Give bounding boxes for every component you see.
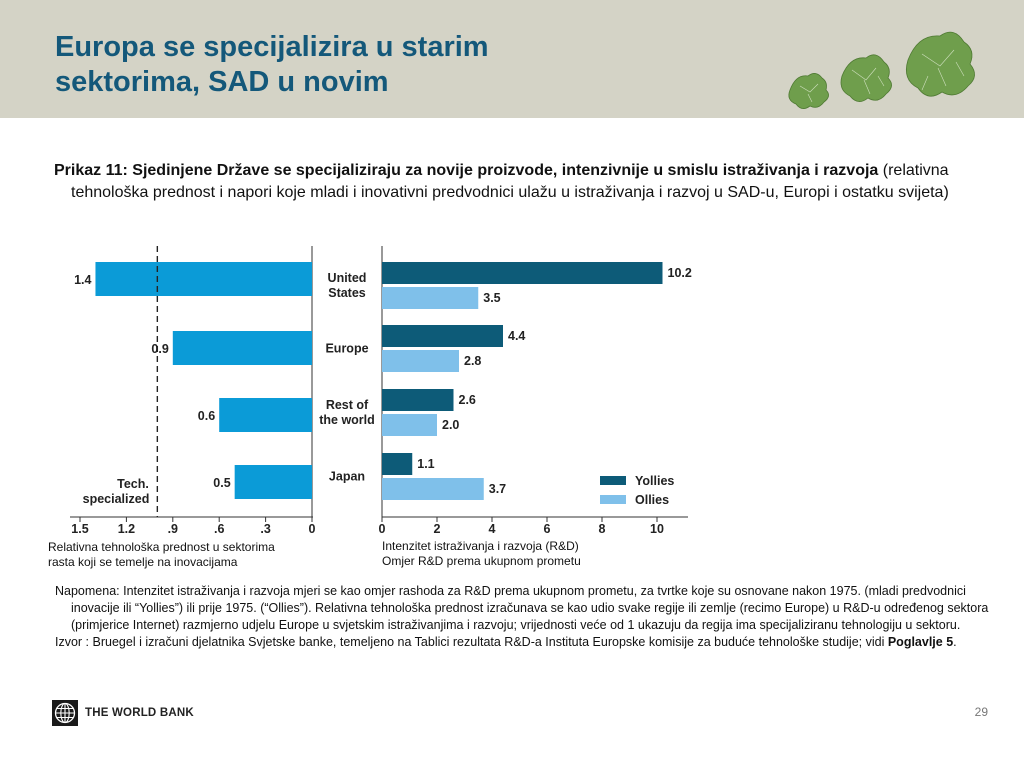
right-tick-label: 4 — [489, 522, 496, 536]
figure-charts: 1.5 1.2 .9 .6 .3 0 1.4 0.9 0.6 0.5 Tech. special… — [70, 246, 692, 536]
right-bar-value-label: 1.1 — [417, 457, 434, 471]
left-tick-label: .6 — [214, 522, 224, 536]
page-title: Europa se specijalizira u starim sektori… — [55, 30, 489, 100]
left-bar — [95, 262, 312, 296]
world-bank-logo: THE WORLD BANK — [52, 700, 222, 728]
right-bar-value-label: 2.0 — [442, 418, 459, 432]
right-tick-label: 10 — [650, 522, 664, 536]
note-izvor-link: Poglavlje 5 — [887, 635, 954, 649]
right-bar-value-label: 2.8 — [464, 354, 481, 368]
left-bar — [219, 398, 312, 432]
right-bar-value-label: 4.4 — [508, 329, 525, 343]
left-chart: 1.5 1.2 .9 .6 .3 0 1.4 0.9 0.6 0.5 Tech. special… — [70, 246, 316, 536]
legend-label-yollies: Yollies — [635, 474, 674, 488]
note-izvor: Izvor : Bruegel i izračuni djelatnika Sv… — [55, 634, 990, 651]
right-tick-label: 0 — [379, 522, 386, 536]
right-tick-label: 2 — [434, 522, 441, 536]
header-band: Europa se specijalizira u starim sektori… — [0, 0, 1024, 118]
right-bar-value-label: 3.5 — [483, 291, 500, 305]
right-bar-ollies — [382, 478, 484, 500]
right-bar-ollies — [382, 287, 479, 309]
page-number: 29 — [974, 705, 988, 719]
left-tick-label: 0 — [309, 522, 316, 536]
left-bar-value-label: 0.5 — [213, 476, 230, 490]
tech-specialized-label-line1: Tech. — [117, 477, 149, 491]
right-bar-ollies — [382, 350, 459, 372]
note-napomena: Napomena: Intenzitet istraživanja i razv… — [55, 584, 989, 632]
right-bar-value-label: 3.7 — [489, 482, 506, 496]
category-label: Japan — [329, 470, 365, 484]
globe-icon — [52, 700, 78, 726]
left-bar-value-label: 0.9 — [151, 342, 168, 356]
notes: Napomena: Intenzitet istraživanja i razv… — [55, 583, 990, 651]
europe-map-icon — [788, 31, 975, 109]
legend-swatch-ollies — [600, 495, 626, 504]
category-label: Europe — [325, 342, 368, 356]
right-bar-yollies — [382, 389, 454, 411]
tech-specialized-label-line2: specialized — [83, 492, 150, 506]
caption-bold: Prikaz 11: Sjedinjene Države se specijal… — [54, 162, 879, 179]
right-x-axis-title-line1: Intenzitet istraživanja i razvoja (R&D) — [382, 539, 579, 553]
legend-swatch-yollies — [600, 476, 626, 485]
right-bar-ollies — [382, 414, 437, 436]
right-chart: 0 2 4 6 8 10 10.2 4.4 2.6 1.1 3.5 2.8 2.0 3.7 United… — [319, 246, 692, 536]
left-bar — [234, 465, 312, 499]
right-x-axis-title-line2: Omjer R&D prema ukupnom prometu — [382, 554, 581, 568]
note-izvor-end: . — [953, 635, 957, 649]
category-label: the world — [319, 413, 375, 427]
category-label: United — [328, 271, 367, 285]
left-tick-label: 1.2 — [118, 522, 135, 536]
caption-rest: (relativna tehnološka prednost i napori … — [71, 162, 949, 201]
right-x-axis-title: Intenzitet istraživanja i razvoja (R&D) … — [382, 539, 581, 569]
right-bar-value-label: 2.6 — [459, 393, 476, 407]
title-line-2: sektorima, SAD u novim — [55, 66, 389, 98]
left-x-axis-title: Relativna tehnološka prednost u sektorim… — [48, 540, 275, 570]
logo-text: THE WORLD BANK — [85, 707, 194, 719]
left-x-axis-title-line1: Relativna tehnološka prednost u sektorim… — [48, 540, 275, 554]
figure-caption: Prikaz 11: Sjedinjene Države se specijal… — [54, 160, 1014, 204]
left-bar-value-label: 1.4 — [74, 273, 91, 287]
left-tick-label: .9 — [168, 522, 178, 536]
category-label: Rest of — [326, 398, 369, 412]
title-line-1: Europa se specijalizira u starim — [55, 31, 489, 63]
right-bar-yollies — [382, 262, 663, 284]
right-tick-label: 6 — [544, 522, 551, 536]
right-bar-yollies — [382, 325, 503, 347]
right-tick-label: 8 — [599, 522, 606, 536]
left-bar — [172, 331, 312, 365]
left-tick-label: 1.5 — [71, 522, 88, 536]
legend-label-ollies: Ollies — [635, 493, 669, 507]
right-bar-yollies — [382, 453, 413, 475]
left-bar-value-label: 0.6 — [198, 409, 215, 423]
note-izvor-text: Izvor : Bruegel i izračuni djelatnika Sv… — [55, 635, 888, 649]
category-label: States — [328, 286, 366, 300]
right-bar-value-label: 10.2 — [668, 266, 692, 280]
left-tick-label: .3 — [260, 522, 270, 536]
left-x-axis-title-line2: rasta koji se temelje na inovacijama — [48, 555, 238, 569]
